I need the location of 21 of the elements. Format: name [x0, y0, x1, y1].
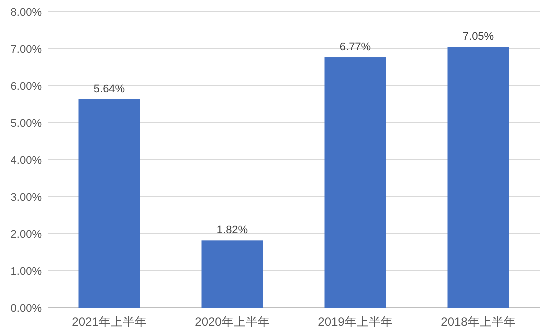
y-tick-label: 3.00%	[10, 192, 42, 204]
y-tick-label: 1.00%	[10, 266, 42, 278]
data-label: 6.77%	[340, 42, 372, 54]
x-tick-label: 2019年上半年	[318, 315, 393, 329]
x-tick-label: 2018年上半年	[441, 315, 516, 329]
x-tick-label: 2020年上半年	[195, 315, 270, 329]
bar	[448, 47, 510, 308]
x-tick-label: 2021年上半年	[72, 315, 147, 329]
data-label: 5.64%	[94, 83, 126, 96]
y-tick-label: 7.00%	[10, 44, 42, 56]
y-tick-label: 4.00%	[10, 155, 42, 167]
y-tick-label: 0.00%	[10, 303, 42, 315]
bar	[202, 240, 264, 308]
bar	[324, 58, 386, 308]
y-tick-label: 2.00%	[10, 229, 42, 241]
y-tick-label: 6.00%	[10, 81, 42, 93]
bar	[78, 99, 140, 308]
y-tick-label: 5.00%	[10, 118, 42, 130]
data-label: 7.05%	[462, 31, 494, 44]
y-tick-label: 8.00%	[10, 7, 42, 19]
data-label: 1.82%	[216, 224, 248, 237]
